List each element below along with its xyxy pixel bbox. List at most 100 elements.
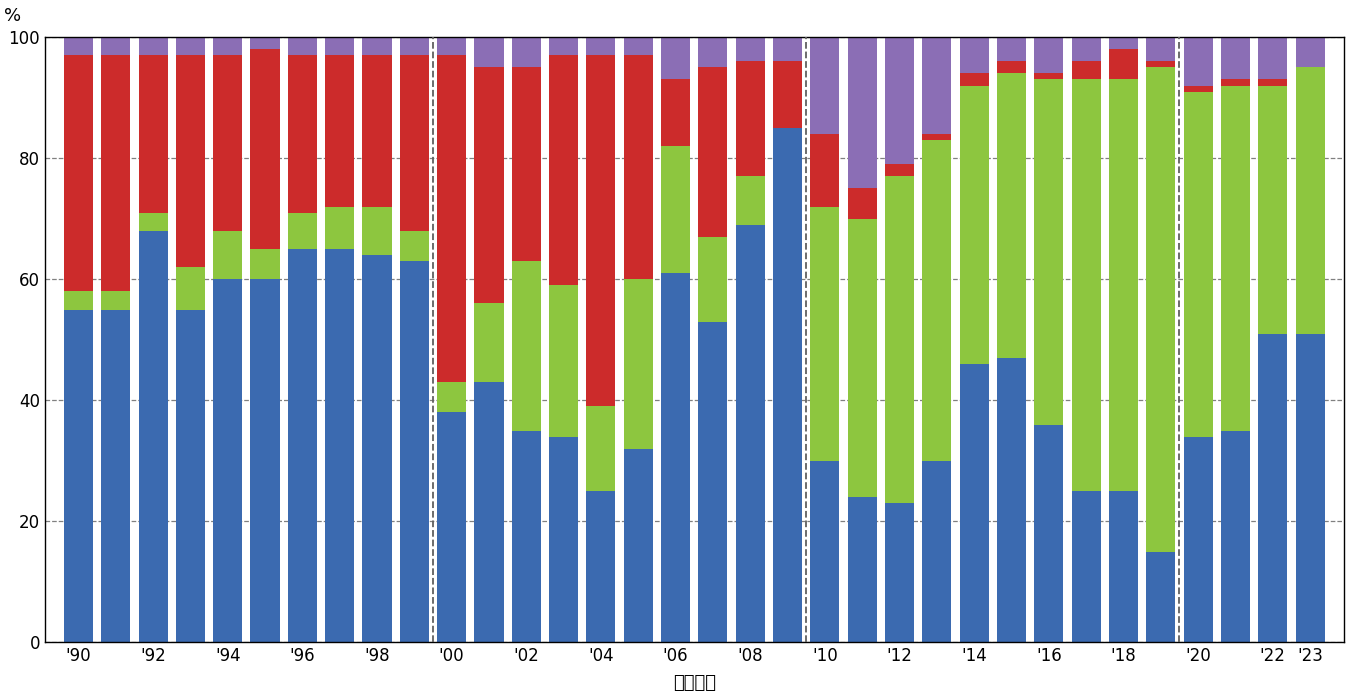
Bar: [362, 37, 392, 55]
Bar: [1183, 92, 1213, 437]
Bar: [362, 255, 392, 643]
Bar: [101, 291, 130, 309]
Bar: [773, 128, 802, 643]
Bar: [250, 49, 280, 249]
Text: %: %: [4, 7, 22, 25]
Bar: [886, 164, 914, 176]
Bar: [288, 55, 316, 213]
Bar: [623, 449, 653, 643]
Bar: [661, 146, 690, 273]
Bar: [922, 140, 952, 461]
Bar: [1221, 85, 1251, 430]
Bar: [661, 37, 690, 80]
Bar: [1221, 430, 1251, 643]
Bar: [810, 134, 840, 206]
Bar: [1183, 37, 1213, 85]
Bar: [101, 37, 130, 55]
Bar: [1146, 67, 1175, 552]
Bar: [623, 55, 653, 279]
Bar: [400, 231, 429, 261]
Bar: [214, 55, 242, 231]
Bar: [437, 55, 466, 382]
Bar: [475, 304, 503, 382]
Bar: [1259, 80, 1287, 85]
Bar: [1295, 67, 1325, 334]
Bar: [996, 37, 1026, 62]
Bar: [735, 37, 765, 62]
Bar: [437, 382, 466, 412]
Bar: [64, 37, 93, 55]
Bar: [324, 37, 354, 55]
Bar: [810, 37, 840, 134]
Bar: [250, 279, 280, 643]
Bar: [549, 55, 579, 286]
Bar: [1259, 85, 1287, 334]
Bar: [699, 237, 727, 321]
Bar: [1295, 334, 1325, 643]
Bar: [810, 206, 840, 461]
Bar: [996, 358, 1026, 643]
Bar: [886, 37, 914, 164]
Bar: [699, 321, 727, 643]
Bar: [960, 37, 988, 74]
Bar: [623, 37, 653, 55]
Bar: [587, 491, 615, 643]
Bar: [362, 206, 392, 255]
Bar: [587, 55, 615, 407]
Bar: [960, 85, 988, 364]
Bar: [699, 67, 727, 237]
Bar: [1146, 37, 1175, 62]
Bar: [1072, 62, 1101, 80]
Bar: [960, 364, 988, 643]
Bar: [512, 430, 541, 643]
Bar: [1259, 37, 1287, 80]
Bar: [773, 62, 802, 128]
Bar: [1183, 437, 1213, 643]
Bar: [735, 176, 765, 225]
Bar: [1034, 424, 1064, 643]
Bar: [437, 412, 466, 643]
Bar: [64, 55, 93, 291]
Bar: [960, 74, 988, 85]
Bar: [1183, 85, 1213, 92]
Bar: [176, 55, 206, 267]
Bar: [176, 37, 206, 55]
Bar: [362, 55, 392, 206]
Bar: [512, 67, 541, 261]
Bar: [400, 261, 429, 643]
Bar: [475, 67, 503, 304]
Bar: [176, 267, 206, 309]
Bar: [810, 461, 840, 643]
Bar: [1259, 334, 1287, 643]
Bar: [1146, 552, 1175, 643]
Bar: [101, 309, 130, 643]
Bar: [1295, 37, 1325, 67]
Bar: [1146, 62, 1175, 67]
Bar: [176, 309, 206, 643]
Bar: [886, 176, 914, 503]
Bar: [1221, 37, 1251, 80]
Bar: [138, 55, 168, 213]
Bar: [101, 55, 130, 291]
Bar: [512, 37, 541, 67]
Bar: [848, 497, 876, 643]
Bar: [214, 231, 242, 279]
Bar: [886, 503, 914, 643]
Bar: [587, 407, 615, 491]
Bar: [549, 286, 579, 437]
Bar: [549, 437, 579, 643]
Bar: [400, 55, 429, 231]
Bar: [400, 37, 429, 55]
Bar: [512, 261, 541, 430]
Bar: [324, 55, 354, 206]
Bar: [848, 37, 876, 188]
Bar: [1221, 80, 1251, 85]
Bar: [773, 37, 802, 62]
X-axis label: （年度）: （年度）: [673, 673, 715, 692]
Bar: [1109, 80, 1138, 491]
Bar: [214, 279, 242, 643]
Bar: [324, 249, 354, 643]
Bar: [699, 37, 727, 67]
Bar: [1034, 74, 1064, 80]
Bar: [996, 74, 1026, 358]
